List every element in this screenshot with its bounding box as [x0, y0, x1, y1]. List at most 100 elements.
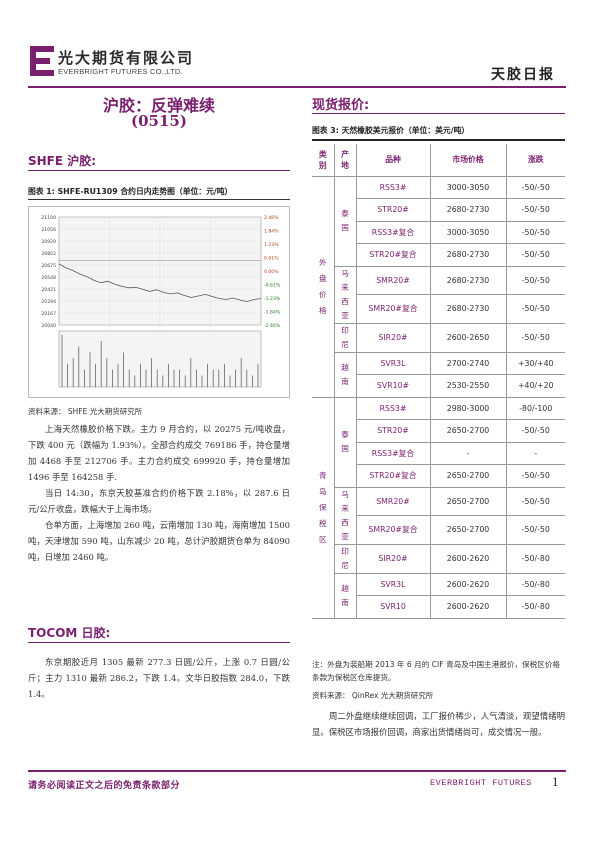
variety-cell: SVR10	[356, 595, 431, 619]
category-cell: 青岛保税区	[312, 397, 335, 619]
y-left-tick-label: 20167	[41, 311, 56, 317]
y-left-tick-label: 20040	[41, 323, 56, 329]
price-cell: 2650-2700	[430, 419, 507, 443]
col-header-price: 市场价格	[430, 144, 507, 177]
change-cell: -50/-50	[506, 294, 565, 324]
table-row: SVR10# 2530-2550 +40/+20	[312, 374, 565, 398]
table-row: RSS3#复合 - -	[312, 442, 565, 465]
category-cell: 外盘价格	[312, 176, 335, 398]
variety-cell: SVR3L	[356, 573, 431, 596]
disclaimer-text: 请务必阅读正文之后的免责条款部分	[28, 781, 181, 791]
change-cell: -50/-50	[506, 323, 565, 353]
price-cell: 2680-2730	[430, 266, 507, 295]
variety-cell: STR20#	[356, 198, 431, 222]
table-row: 越南 SVR3L 2700-2740 +30/+40	[312, 352, 565, 398]
table-row: RSS3#复合 3000-3050 -50/-50	[312, 221, 565, 244]
shfe-paragraph-1: 上海天然橡胶价格下跌。主力 9 月合约，以 20275 元/吨收盘，下跌 400…	[28, 424, 290, 482]
variety-cell: SVR10#	[356, 374, 431, 398]
table-header-row: 类别 产地 品种 市场价格 涨跌	[312, 144, 565, 177]
volume-plot-area	[58, 330, 262, 388]
variety-cell: SMR20#复合	[356, 294, 431, 324]
change-cell: -50/-50	[506, 176, 565, 199]
variety-cell: SVR3L	[356, 352, 431, 375]
table-row: STR20# 2680-2730 -50/-50	[312, 198, 565, 222]
change-cell: -50/-50	[506, 487, 565, 516]
tocom-commentary: 东京期胶近月 1305 最新 277.3 日圆/公斤，上涨 0.7 日圆/公斤；…	[28, 654, 290, 702]
y-left-tick-label: 20675	[41, 263, 56, 269]
table-row: 马来西亚 SMR20# 2680-2730 -50/-50	[312, 266, 565, 324]
col-header-change: 涨跌	[506, 144, 565, 177]
origin-cell: 泰国	[334, 176, 357, 267]
change-cell: -80/-100	[506, 397, 565, 420]
origin-cell: 印尼	[334, 544, 357, 574]
y-right-tick-label: -1.23%	[264, 296, 281, 302]
report-date: (0515)	[131, 112, 187, 130]
change-cell: -50/-50	[506, 464, 565, 488]
y-right-tick-label: -1.84%	[264, 310, 281, 316]
tocom-heading: TOCOM 日胶:	[28, 626, 111, 640]
report-title: 沪胶：反弹难续	[102, 96, 215, 115]
price-series-line	[58, 263, 262, 303]
table3-caption: 图表 3: 天然橡胶美元报价（单位：美元/吨）	[312, 126, 470, 135]
variety-cell: SMR20#	[356, 487, 431, 516]
change-cell: -50/-80	[506, 573, 565, 596]
change-cell: -50/-50	[506, 221, 565, 244]
table-row: 外盘价格 泰国 RSS3# 3000-3050 -50/-50	[312, 176, 565, 398]
table-row: 马来西亚 SMR20# 2650-2700 -50/-50	[312, 487, 565, 545]
change-cell: -50/-80	[506, 595, 565, 619]
table-row: STR20#复合 2680-2730 -50/-50	[312, 243, 565, 267]
origin-cell: 越南	[334, 573, 357, 619]
change-cell: +30/+40	[506, 352, 565, 375]
price-cell: 2700-2740	[430, 352, 507, 375]
company-name-cn: 光大期货有限公司	[58, 49, 195, 67]
footer-brand: EVERBRIGHT FUTURES	[430, 778, 532, 788]
variety-cell: SIR20#	[356, 323, 431, 353]
change-cell: -50/-50	[506, 419, 565, 443]
intraday-chart: 21100 21056 20929 20802 20675 20548 20421 20294…	[28, 206, 290, 398]
table-row: 印尼 SIR20# 2600-2650 -50/-50	[312, 323, 565, 353]
price-cell: 2650-2700	[430, 464, 507, 488]
table-row: 越南 SVR3L 2600-2620 -50/-80	[312, 573, 565, 619]
table-row: STR20#复合 2650-2700 -50/-50	[312, 464, 565, 488]
variety-cell: STR20#复合	[356, 464, 431, 488]
tocom-paragraph: 东京期胶近月 1305 最新 277.3 日圆/公斤，上涨 0.7 日圆/公斤；…	[28, 657, 290, 699]
y-left-tick-label: 20548	[41, 275, 56, 281]
y-right-tick-label: 1.84%	[264, 229, 279, 235]
variety-cell: STR20#复合	[356, 243, 431, 267]
variety-cell: STR20#	[356, 419, 431, 443]
y-right-tick-label: -0.61%	[264, 283, 281, 289]
variety-cell: RSS3#	[356, 176, 431, 199]
intraday-chart-svg: 21100 21056 20929 20802 20675 20548 20421 20294…	[41, 215, 281, 388]
y-right-tick-label: 1.23%	[264, 242, 279, 248]
price-cell: 2600-2650	[430, 323, 507, 353]
variety-cell: SIR20#	[356, 544, 431, 574]
table3-source: 资料来源： QinRex 光大期货研究所	[312, 691, 434, 700]
origin-cell: 马来西亚	[334, 266, 357, 324]
variety-cell: RSS3#	[356, 397, 431, 420]
spot-heading-rule	[312, 113, 565, 114]
origin-cell: 印尼	[334, 323, 357, 353]
spot-commentary: 周二外盘继续继续回调，工厂报价稀少，人气清淡，观望情绪明显。保税区市场报价回调，…	[312, 708, 565, 740]
origin-cell: 泰国	[334, 397, 357, 488]
tocom-heading-rule	[28, 642, 290, 643]
price-cell: 2600-2620	[430, 573, 507, 596]
price-cell: 2680-2730	[430, 243, 507, 267]
y-right-tick-label: -2.46%	[264, 323, 281, 329]
header-divider	[28, 86, 566, 88]
y-right-tick-label: 2.46%	[264, 215, 279, 221]
price-cell: 2650-2700	[430, 515, 507, 545]
change-cell: -50/-50	[506, 515, 565, 545]
y-right-tick-label: 0.61%	[264, 256, 279, 262]
price-cell: 3000-3050	[430, 176, 507, 199]
change-cell: -50/-50	[506, 243, 565, 267]
origin-cell: 越南	[334, 352, 357, 398]
y-left-tick-label: 21056	[41, 227, 56, 233]
origin-cell: 马来西亚	[334, 487, 357, 545]
everbright-logo-icon	[30, 46, 54, 76]
spot-heading: 现货报价:	[312, 98, 370, 113]
price-cell: 2680-2730	[430, 198, 507, 222]
table-row: SMR20#复合 2650-2700 -50/-50	[312, 515, 565, 545]
price-cell: 2600-2620	[430, 595, 507, 619]
price-cell: 2680-2730	[430, 294, 507, 324]
change-cell: -50/-50	[506, 198, 565, 222]
